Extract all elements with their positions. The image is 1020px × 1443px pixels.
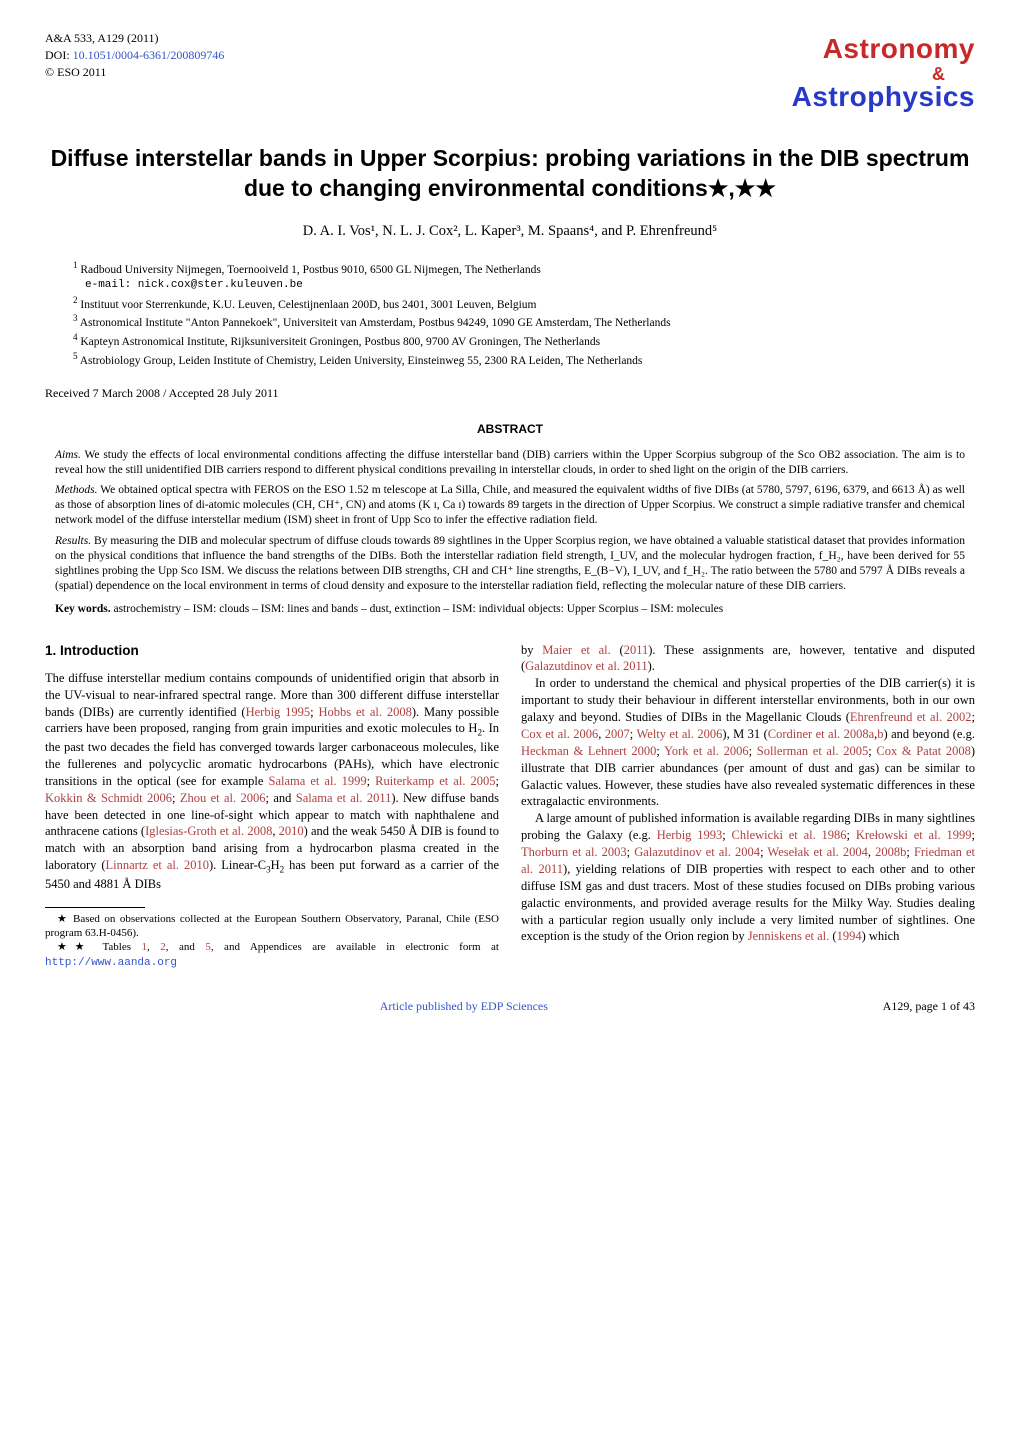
cite-weselak-2004[interactable]: Wesełak et al. 2004 <box>767 845 868 859</box>
affiliations: 1 Radboud University Nijmegen, Toernooiv… <box>73 259 975 369</box>
cite-chlewicki-1986[interactable]: Chlewicki et al. 1986 <box>732 828 847 842</box>
abstract-heading: ABSTRACT <box>45 421 975 437</box>
cite-ehrenfreund-2002[interactable]: Ehrenfreund et al. 2002 <box>850 710 972 724</box>
copyright: © ESO 2011 <box>45 64 224 81</box>
cite-salama-2011[interactable]: Salama et al. 2011 <box>296 791 392 805</box>
footnote-1: ★ Based on observations collected at the… <box>45 912 499 941</box>
footer-publisher-link[interactable]: Article published by EDP Sciences <box>380 998 548 1014</box>
journal-logo: Astronomy & Astrophysics <box>792 30 975 116</box>
cite-ruiterkamp-2005[interactable]: Ruiterkamp et al. 2005 <box>375 774 495 788</box>
cite-thorburn-2003[interactable]: Thorburn et al. 2003 <box>521 845 627 859</box>
cite-iglesias-groth-2010[interactable]: 2010 <box>279 824 304 838</box>
cite-kokkin-schmidt-2006[interactable]: Kokkin & Schmidt 2006 <box>45 791 172 805</box>
cite-welty-2006[interactable]: Welty et al. 2006 <box>636 727 722 741</box>
footnote-2: ★★ Tables 1, 2, and 5, and Appendices ar… <box>45 940 499 970</box>
right-column: by Maier et al. (2011). These assignment… <box>521 642 975 970</box>
results-label: Results. <box>55 535 91 547</box>
article-title: Diffuse interstellar bands in Upper Scor… <box>45 144 975 204</box>
cite-cordiner-2008b[interactable]: b <box>877 727 883 741</box>
cite-galazutdinov-2004[interactable]: Galazutdinov et al. 2004 <box>634 845 760 859</box>
cite-hobbs-2008[interactable]: Hobbs et al. 2008 <box>318 705 411 719</box>
doi-link[interactable]: 10.1051/0004-6361/200809746 <box>73 48 225 62</box>
cite-heckman-lehnert-2000[interactable]: Heckman & Lehnert 2000 <box>521 744 656 758</box>
intro-para-2: In order to understand the chemical and … <box>521 675 975 810</box>
left-column: 1. Introduction The diffuse interstellar… <box>45 642 499 970</box>
cite-galazutdinov-2011[interactable]: Galazutdinov et al. 2011 <box>525 659 647 673</box>
cite-salama-1999[interactable]: Salama et al. 1999 <box>269 774 367 788</box>
page-footer: Article published by EDP Sciences A129, … <box>45 998 975 1014</box>
cite-maier-2011[interactable]: Maier et al. <box>542 643 611 657</box>
header-left: A&A 533, A129 (2011) DOI: 10.1051/0004-6… <box>45 30 224 80</box>
affiliation-4: 4 Kapteyn Astronomical Institute, Rijksu… <box>73 331 975 350</box>
cite-cox-2006[interactable]: Cox et al. 2006 <box>521 727 598 741</box>
cite-zhou-2006[interactable]: Zhou et al. 2006 <box>180 791 266 805</box>
cite-krelowski-1999[interactable]: Krełowski et al. 1999 <box>856 828 972 842</box>
intro-para-1-cont: by Maier et al. (2011). These assignment… <box>521 642 975 676</box>
cite-herbig-1993[interactable]: Herbig 1993 <box>657 828 723 842</box>
keywords: Key words. astrochemistry – ISM: clouds … <box>55 602 965 618</box>
intro-para-3: A large amount of published information … <box>521 810 975 945</box>
footnotes: ★ Based on observations collected at the… <box>45 912 499 970</box>
received-accepted-dates: Received 7 March 2008 / Accepted 28 July… <box>45 385 975 401</box>
cite-herbig-1995[interactable]: Herbig 1995 <box>246 705 311 719</box>
logo-astrophysics: Astrophysics <box>792 78 975 116</box>
journal-ref: A&A 533, A129 (2011) <box>45 30 224 47</box>
affiliation-2: 2 Instituut voor Sterrenkunde, K.U. Leuv… <box>73 294 975 313</box>
cite-linnartz-2010[interactable]: Linnartz et al. 2010 <box>106 858 209 872</box>
footer-page-number: A129, page 1 of 43 <box>883 998 975 1014</box>
cite-weselak-2008b[interactable]: 2008b <box>875 845 906 859</box>
methods-label: Methods. <box>55 484 97 496</box>
keywords-label: Key words. <box>55 603 111 615</box>
aims-label: Aims. <box>55 449 81 461</box>
footnote-separator <box>45 907 145 908</box>
cite-iglesias-groth-2008[interactable]: Iglesias-Groth et al. 2008 <box>145 824 272 838</box>
affiliation-1: 1 Radboud University Nijmegen, Toernooiv… <box>73 259 975 278</box>
cite-jenniskens-1994[interactable]: Jenniskens et al. <box>748 929 830 943</box>
cite-cox-patat-2008[interactable]: Cox & Patat 2008 <box>876 744 970 758</box>
abstract-results: Results. By measuring the DIB and molecu… <box>55 534 965 594</box>
aanda-url[interactable]: http://www.aanda.org <box>45 957 177 969</box>
section-1-heading: 1. Introduction <box>45 642 499 660</box>
authors: D. A. I. Vos¹, N. L. J. Cox², L. Kaper³,… <box>45 222 975 242</box>
affiliation-5: 5 Astrobiology Group, Leiden Institute o… <box>73 350 975 369</box>
logo-astronomy: Astronomy <box>823 33 975 64</box>
doi-line: DOI: 10.1051/0004-6361/200809746 <box>45 47 224 64</box>
affiliation-3: 3 Astronomical Institute "Anton Pannekoe… <box>73 312 975 331</box>
author-email[interactable]: e-mail: nick.cox@ster.kuleuven.be <box>85 278 975 293</box>
abstract-aims: Aims. We study the effects of local envi… <box>55 448 965 478</box>
cite-sollerman-2005[interactable]: Sollerman et al. 2005 <box>757 744 868 758</box>
body-columns: 1. Introduction The diffuse interstellar… <box>45 642 975 970</box>
cite-york-2006[interactable]: York et al. 2006 <box>664 744 749 758</box>
cite-cox-2007[interactable]: 2007 <box>605 727 630 741</box>
abstract-methods: Methods. We obtained optical spectra wit… <box>55 483 965 528</box>
header: A&A 533, A129 (2011) DOI: 10.1051/0004-6… <box>45 30 975 116</box>
intro-para-1: The diffuse interstellar medium contains… <box>45 670 499 893</box>
cite-cordiner-2008a[interactable]: Cordiner et al. 2008a <box>768 727 874 741</box>
